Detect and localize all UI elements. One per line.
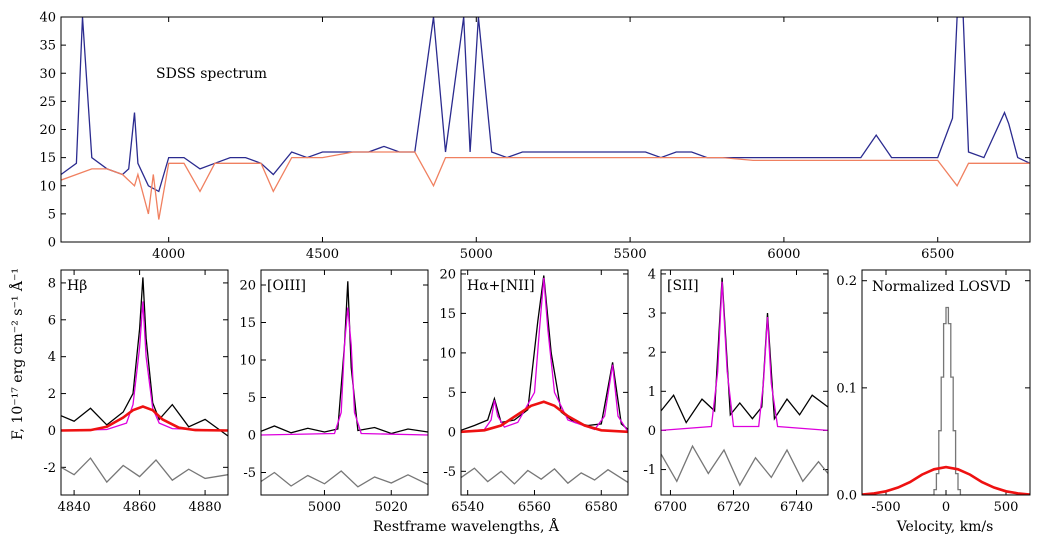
series-model-total xyxy=(461,277,628,433)
x-tick-label: 5020 xyxy=(375,500,408,515)
y-tick-label: 0.1 xyxy=(836,381,857,396)
y-tick-label: 40 xyxy=(39,11,56,26)
y-tick-label: 4 xyxy=(648,267,656,282)
x-tick-label: 4860 xyxy=(123,500,156,515)
x-tick-label: 6000 xyxy=(767,247,800,262)
x-tick-label: 4880 xyxy=(189,500,222,515)
plot-frame xyxy=(60,16,1031,243)
series-observed xyxy=(461,275,628,431)
series-broad-component xyxy=(61,405,228,432)
panel-losvd: -500 0 500 0.0 0.1 0.2 Normalized LOSVD xyxy=(836,269,1031,515)
y-tick-label: 0.0 xyxy=(836,489,857,504)
plot-frame xyxy=(60,269,229,496)
panel-halpha-nii: 6540 6560 6580 -5 0 5 10 15 20 Hα+[NII] xyxy=(439,267,629,515)
y-tick-label: 4 xyxy=(48,350,56,365)
y-tick-label: 10 xyxy=(239,354,256,369)
y-tick-label: 5 xyxy=(48,207,56,222)
y-tick-label: 5 xyxy=(248,391,256,406)
y-tick-label: 25 xyxy=(39,95,56,110)
y-tick-label: 0 xyxy=(248,429,256,444)
y-tick-label: 10 xyxy=(439,346,456,361)
x-tick-label: 4500 xyxy=(306,247,339,262)
series-residual xyxy=(661,444,828,487)
y-tick-label: 15 xyxy=(439,307,456,322)
panel-label: [OIII] xyxy=(267,278,306,294)
x-tick-label: 4840 xyxy=(58,500,91,515)
y-tick-label: -5 xyxy=(243,466,256,481)
y-tick-label: 2 xyxy=(648,346,656,361)
series-residual xyxy=(461,467,628,485)
y-tick-label: -1 xyxy=(643,463,656,478)
plot-frame xyxy=(861,269,1031,496)
y-tick-label: 0 xyxy=(48,236,56,251)
y-tick-label: 5 xyxy=(448,386,456,401)
x-tick-label: 6740 xyxy=(780,500,813,515)
y-tick-label: 35 xyxy=(39,39,56,54)
y-tick-label: 30 xyxy=(39,67,56,82)
series-observed xyxy=(61,277,228,437)
x-tick-label: 4000 xyxy=(152,247,185,262)
series-observed xyxy=(261,281,428,435)
panel-sdss: 4000 4500 5000 5500 6000 6500 0 5 10 15 20 25 30 35 40… xyxy=(39,11,1031,262)
x-tick-label: 6500 xyxy=(921,247,954,262)
plot-frame xyxy=(260,269,429,496)
y-tick-label: 6 xyxy=(48,313,56,328)
y-tick-label: -2 xyxy=(43,461,56,476)
panel-hbeta: 4840 4860 4880 -2 0 2 4 6 8 Hβ xyxy=(43,269,229,515)
y-tick-label: -5 xyxy=(443,465,456,480)
y-tick-label: 8 xyxy=(48,276,56,291)
panel-sii: 6700 6720 6740 -1 0 1 2 3 4 [SII] xyxy=(643,267,829,515)
panel-label: Hα+[NII] xyxy=(467,278,535,294)
x-tick-label: 6560 xyxy=(518,500,551,515)
y-tick-label: 1 xyxy=(648,385,656,400)
x-tick-label: 500 xyxy=(994,500,1019,515)
series-residual xyxy=(61,457,228,484)
series-narrow-histogram xyxy=(862,306,1030,495)
y-tick-label: 15 xyxy=(39,151,56,166)
plot-frame xyxy=(460,269,629,496)
panel-label: [SII] xyxy=(667,278,699,294)
series-model-total xyxy=(61,301,228,432)
y-tick-label: 0.2 xyxy=(836,274,857,289)
y-tick-label: 2 xyxy=(48,387,56,402)
y-tick-label: 15 xyxy=(239,316,256,331)
x-tick-label: 5000 xyxy=(308,500,341,515)
series-broad-component xyxy=(461,400,628,434)
x-tick-label: 6580 xyxy=(585,500,618,515)
y-tick-label: 3 xyxy=(648,307,656,322)
x-tick-label: 5000 xyxy=(460,247,493,262)
y-tick-label: 0 xyxy=(448,425,456,440)
series-model-total xyxy=(261,307,428,436)
series-model-total xyxy=(661,281,828,432)
y-tick-label: 0 xyxy=(648,424,656,439)
plot-frame xyxy=(660,269,829,496)
x-tick-label: 5500 xyxy=(614,247,647,262)
y-tick-label: 20 xyxy=(239,279,256,294)
y-tick-label: 10 xyxy=(39,179,56,194)
series-model xyxy=(61,151,1030,220)
series-observed xyxy=(661,277,828,424)
y-axis-title: F, 10⁻¹⁷ erg cm⁻² s⁻¹ Å⁻¹ xyxy=(8,268,26,440)
series-residual xyxy=(261,470,428,488)
y-tick-label: 20 xyxy=(439,267,456,282)
panel-oiii: 5000 5020 -5 0 5 10 15 20 [OIII] xyxy=(239,269,429,515)
x-axis-title-lines: Restframe wavelengths, Å xyxy=(373,517,560,535)
panel-label: SDSS spectrum xyxy=(156,66,267,82)
panel-label: Hβ xyxy=(67,278,87,294)
x-tick-label: 0 xyxy=(942,500,950,515)
x-tick-label: 6540 xyxy=(451,500,484,515)
y-tick-label: 0 xyxy=(48,424,56,439)
x-tick-label: 6700 xyxy=(654,500,687,515)
x-tick-label: -500 xyxy=(871,500,900,515)
series-observed xyxy=(61,17,1030,193)
panel-label: Normalized LOSVD xyxy=(872,279,1011,295)
x-tick-label: 6720 xyxy=(717,500,750,515)
series-broad-gaussian xyxy=(862,465,1030,495)
x-axis-title-velocity: Velocity, km/s xyxy=(896,519,994,535)
y-tick-label: 20 xyxy=(39,123,56,138)
